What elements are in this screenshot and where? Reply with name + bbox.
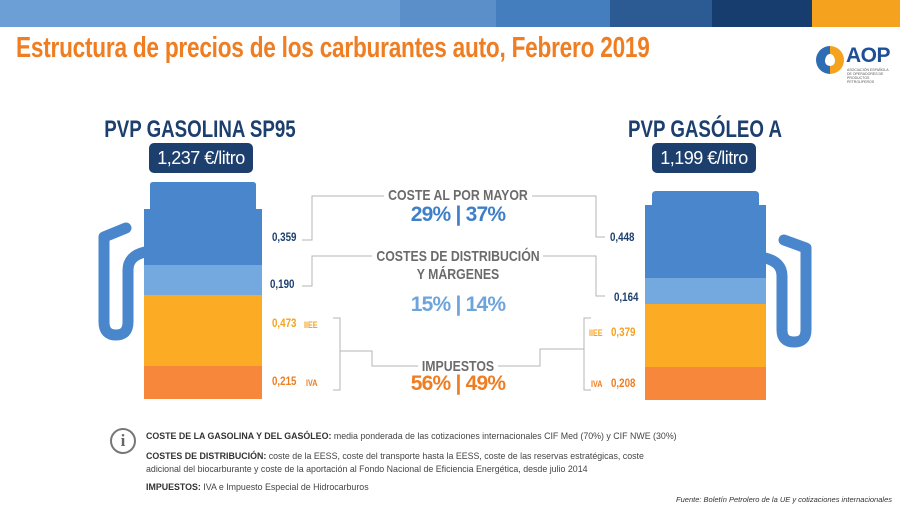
gasoleo-nozzle-icon xyxy=(759,234,812,348)
gasolina-seg-iiee xyxy=(144,295,262,366)
source-note: Fuente: Boletín Petrolero de la UE y cot… xyxy=(676,495,892,504)
category-coste-mayor-pct: 29% | 37% xyxy=(410,203,506,226)
gasoleo-iva-tag: IVA xyxy=(591,379,603,389)
page-title: Estructura de precios de los carburantes… xyxy=(16,32,650,64)
bracket-tax-left xyxy=(333,317,418,391)
gasoleo-pump-top xyxy=(645,191,766,278)
logo-subtitle: ASOCIACIÓN ESPAÑOLA DE OPERADORES DE PRO… xyxy=(847,68,889,84)
gasolina-iiee-tag: IIEE xyxy=(304,320,318,330)
gasolina-seg-iva xyxy=(144,366,262,399)
gasolina-iiee-value: 0,473 xyxy=(272,318,297,330)
header-band-3 xyxy=(496,0,610,27)
note-coste-bold: COSTE DE LA GASOLINA Y DEL GASÓLEO: xyxy=(146,431,332,442)
gasolina-pump-top xyxy=(144,182,262,265)
gasoleo-distribucion-value: 0,164 xyxy=(614,292,639,304)
note-coste-text: media ponderada de las cotizaciones inte… xyxy=(331,431,677,442)
header-band-2 xyxy=(400,0,496,27)
gasoleo-iva-value: 0,208 xyxy=(611,378,636,390)
header-band-6 xyxy=(812,0,900,27)
category-impuestos-label: IMPUESTOS xyxy=(421,358,495,375)
gasolina-iva-value: 0,215 xyxy=(272,376,297,388)
gasoleo-price-badge: 1,199 €/litro xyxy=(652,143,756,173)
note-impuestos-bold: IMPUESTOS: xyxy=(146,482,201,493)
connector-lines xyxy=(302,195,605,391)
gasoleo-title: PVP GASÓLEO A xyxy=(628,116,782,143)
header-band-5 xyxy=(712,0,812,27)
header-band-4 xyxy=(610,0,712,27)
line-mayor-right xyxy=(532,195,605,238)
aop-drop-icon xyxy=(816,46,844,74)
note-impuestos: IMPUESTOS: IVA e Impuesto Especial de Hi… xyxy=(146,481,369,494)
gasolina-seg-coste-mayor xyxy=(144,263,262,265)
gasoleo-seg-iva xyxy=(645,367,766,400)
gasolina-nozzle-icon xyxy=(98,222,151,341)
gasoleo-seg-iiee xyxy=(645,304,766,367)
bracket-tax-right xyxy=(498,317,591,391)
gasolina-coste-mayor-value: 0,359 xyxy=(272,232,297,244)
category-distribucion-label: COSTES DE DISTRIBUCIÓN xyxy=(376,248,540,265)
category-distribucion-label2: Y MÁRGENES xyxy=(416,266,500,283)
category-impuestos-pct: 56% | 49% xyxy=(410,372,506,395)
note-coste: COSTE DE LA GASOLINA Y DEL GASÓLEO: medi… xyxy=(146,430,677,443)
note-distribucion-bold: COSTES DE DISTRIBUCIÓN: xyxy=(146,451,267,462)
aop-logo: AOP ASOCIACIÓN ESPAÑOLA DE OPERADORES DE… xyxy=(816,44,896,94)
note-distribucion-text2: adicional del biocarburante y coste de l… xyxy=(146,464,588,475)
gasoleo-coste-mayor-value: 0,448 xyxy=(610,232,635,244)
gasolina-title: PVP GASOLINA SP95 xyxy=(104,116,296,143)
line-mayor-left xyxy=(302,195,384,241)
gasolina-seg-distribucion xyxy=(144,265,262,295)
line-dist-left xyxy=(302,255,372,287)
gasoleo-iiee-value: 0,379 xyxy=(611,327,636,339)
gasolina-distribucion-value: 0,190 xyxy=(270,279,295,291)
info-icon: i xyxy=(110,428,136,454)
category-distribucion-pct: 15% | 14% xyxy=(410,293,506,316)
gasoleo-seg-distribucion xyxy=(645,278,766,304)
note-distribucion: COSTES DE DISTRIBUCIÓN: coste de la EESS… xyxy=(146,450,644,476)
note-impuestos-text: IVA e Impuesto Especial de Hidrocarburos xyxy=(200,482,369,493)
logo-name: AOP xyxy=(846,44,891,67)
line-dist-right xyxy=(543,255,605,297)
category-coste-mayor-label: COSTE AL POR MAYOR xyxy=(388,187,528,204)
gasolina-iva-tag: IVA xyxy=(306,378,318,388)
gasoleo-iiee-tag: IIEE xyxy=(589,328,603,338)
gasolina-price-badge: 1,237 €/litro xyxy=(149,143,253,173)
header-band-1 xyxy=(0,0,400,27)
note-distribucion-text: coste de la EESS, coste del transporte h… xyxy=(266,451,644,462)
